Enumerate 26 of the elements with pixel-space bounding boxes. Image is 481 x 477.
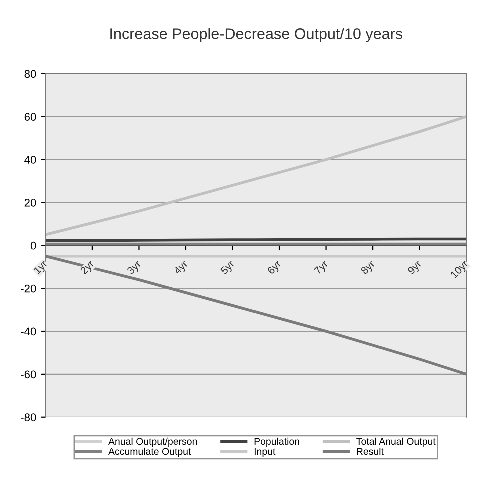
legend-label: Total Anual Output (356, 438, 436, 447)
y-tick-label: 0 (30, 242, 36, 250)
y-tick-label: 20 (24, 198, 36, 207)
legend-label: Accumulate Output (108, 448, 192, 458)
y-tick-label: 40 (24, 156, 36, 164)
x-tick-label: 1yr (34, 260, 50, 276)
y-tick-label: -80 (21, 414, 36, 422)
y-tick-label: 80 (24, 70, 36, 78)
x-tick-label: 2yr (80, 260, 96, 276)
chart-title: Increase People-Decrease Output/10 years (110, 28, 403, 42)
x-tick-label: 9yr (407, 260, 424, 276)
y-tick-label: 60 (24, 113, 36, 121)
x-tick-label: 10yr (450, 260, 471, 280)
x-tick-label: 4yr (173, 260, 190, 276)
y-tick-label: -20 (21, 284, 36, 293)
legend-label: Result (357, 448, 384, 456)
x-tick-label: 7yr (314, 260, 330, 276)
legend-label: Population (254, 438, 300, 447)
y-tick-label: -40 (21, 328, 36, 336)
x-tick-label: 5yr (220, 260, 237, 276)
legend-label: Input (254, 448, 276, 458)
x-tick-label: 6yr (267, 260, 284, 276)
y-tick-label: -60 (21, 370, 36, 379)
legend-label: Anual Output/person (108, 438, 198, 447)
x-tick-label: 3yr (126, 260, 144, 276)
x-tick-label: 8yr (360, 260, 378, 276)
